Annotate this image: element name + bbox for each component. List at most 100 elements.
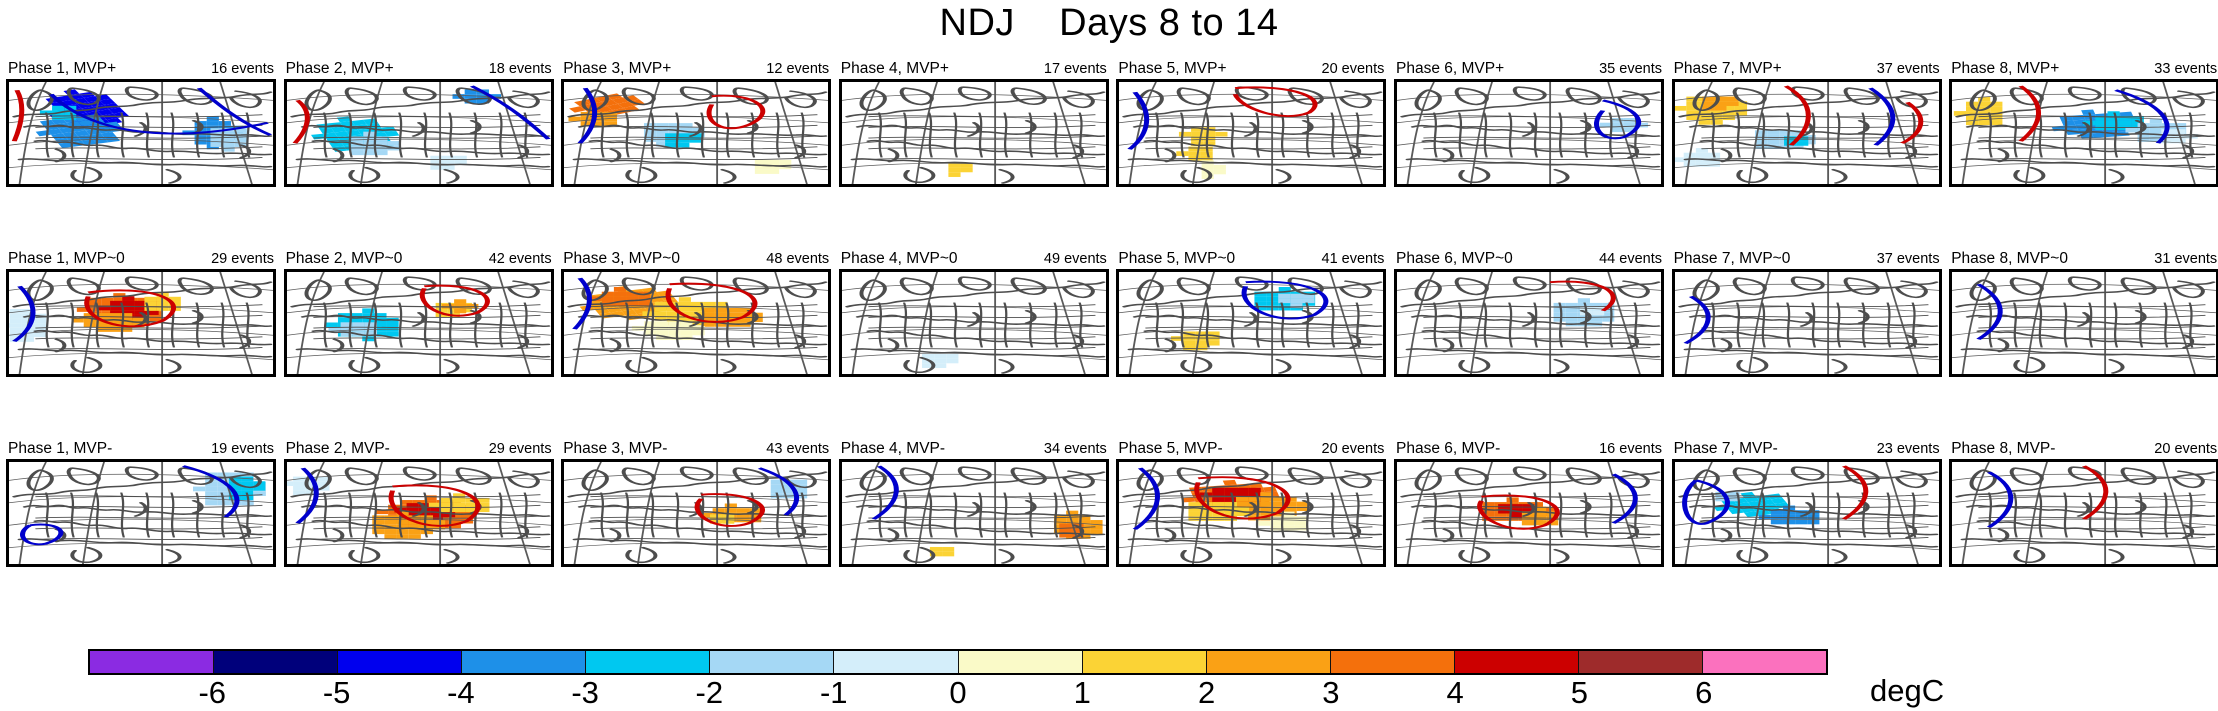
- panel-event-count: 37 events: [1876, 61, 1940, 77]
- coastline: [1553, 358, 1570, 374]
- graticule-line: [81, 272, 105, 374]
- map-canvas: [1119, 272, 1384, 374]
- coastline: [1960, 158, 2216, 168]
- state-border: [952, 492, 958, 538]
- coastline: [191, 309, 204, 324]
- state-border: [1810, 302, 1816, 348]
- coastline: [1061, 90, 1095, 109]
- graticule-line: [1192, 462, 1216, 564]
- coastline: [679, 86, 714, 101]
- state-border: [1978, 537, 2206, 541]
- state-border: [1735, 112, 1741, 158]
- coastline: [1287, 467, 1325, 486]
- panel-title: Phase 1, MVP+ 16 events: [6, 60, 276, 78]
- coastline: [1565, 87, 1602, 106]
- map-frame: [1394, 269, 1664, 377]
- graticule-line: [1469, 272, 1493, 374]
- panel-title: Phase 6, MVP- 16 events: [1394, 440, 1664, 458]
- positive-height-contour: [2082, 465, 2109, 520]
- panel-title: Phase 8, MVP~0 31 events: [1949, 250, 2218, 268]
- map-canvas: [841, 272, 1106, 374]
- coastline: [1960, 348, 2216, 358]
- coastline: [1454, 277, 1489, 296]
- map-frame: [1394, 79, 1664, 187]
- positive-height-contour: [1233, 86, 1318, 117]
- coastline: [12, 471, 273, 498]
- graticule-line: [914, 82, 938, 184]
- coastline: [572, 538, 828, 548]
- state-border: [120, 492, 125, 538]
- graticule-line: [564, 518, 829, 526]
- state-border: [1432, 492, 1438, 538]
- coastline: [165, 358, 182, 374]
- state-border: [372, 112, 378, 158]
- coastline: [2013, 356, 2046, 374]
- coastline: [1339, 470, 1373, 489]
- coastline: [295, 538, 550, 548]
- coastline: [1235, 276, 1270, 291]
- shaded-anomaly-region: [929, 546, 954, 557]
- coastline: [1579, 499, 1592, 514]
- state-border: [422, 302, 428, 348]
- state-border: [1583, 302, 1589, 348]
- coastline: [588, 519, 828, 536]
- state-border: [472, 112, 478, 158]
- panel-title: Phase 8, MVP+ 33 events: [1949, 60, 2218, 78]
- state-border: [1710, 302, 1716, 348]
- coastline: [1521, 312, 1536, 327]
- map-canvas: [841, 462, 1106, 564]
- panel-title: Phase 2, MVP+ 18 events: [284, 60, 554, 78]
- panel-phase-label: Phase 6, MVP+: [1396, 60, 1505, 77]
- coastline: [621, 87, 656, 106]
- panel-event-count: 12 events: [766, 61, 830, 77]
- coastline: [2076, 312, 2091, 327]
- state-border: [1700, 515, 1929, 519]
- negative-height-contour: [1987, 471, 2014, 528]
- coastline: [2013, 166, 2046, 184]
- graticule-line: [1952, 138, 2217, 146]
- coastline: [311, 329, 550, 346]
- coastline: [54, 148, 67, 163]
- coastline: [1616, 90, 1650, 109]
- map-panel-phase-1-mvp0: Phase 1, MVP~0 29 events: [6, 250, 276, 428]
- state-border: [1423, 124, 1651, 128]
- panel-phase-label: Phase 4, MVP-: [840, 440, 946, 457]
- coastline: [1405, 538, 1661, 548]
- coastline: [1458, 546, 1491, 564]
- coastline: [1275, 548, 1292, 564]
- state-border: [422, 492, 428, 538]
- coastline: [1521, 502, 1536, 517]
- state-border: [35, 347, 263, 351]
- panel-phase-label: Phase 4, MVP+: [840, 60, 949, 77]
- coastline: [1339, 280, 1373, 299]
- coastline: [957, 276, 992, 291]
- coastline: [66, 277, 101, 296]
- state-border: [1483, 302, 1488, 348]
- state-border: [1423, 314, 1651, 318]
- map-frame: [6, 269, 276, 377]
- state-border: [1533, 112, 1539, 158]
- coastline: [1244, 122, 1258, 137]
- state-border: [422, 112, 428, 158]
- state-border: [1432, 112, 1438, 158]
- negative-height-contour: [1127, 91, 1150, 150]
- state-border: [1028, 492, 1033, 538]
- panel-event-count: 49 events: [1043, 251, 1107, 267]
- map-canvas: [1119, 82, 1384, 184]
- coastline: [304, 279, 332, 301]
- coastline: [177, 277, 214, 296]
- coastline: [1955, 281, 2216, 308]
- panel-title: Phase 5, MVP+ 20 events: [1116, 60, 1386, 78]
- state-border: [1978, 347, 2206, 351]
- state-border: [650, 112, 656, 158]
- state-border: [1230, 492, 1236, 538]
- negative-height-contour: [1594, 99, 1642, 140]
- coastline: [720, 548, 737, 564]
- coastline: [1790, 276, 1825, 291]
- panel-phase-label: Phase 1, MVP-: [8, 440, 113, 457]
- coastline: [1275, 358, 1292, 374]
- state-border: [1508, 302, 1513, 348]
- state-border: [1145, 124, 1373, 128]
- state-border: [868, 304, 1096, 308]
- state-border: [1700, 304, 1929, 308]
